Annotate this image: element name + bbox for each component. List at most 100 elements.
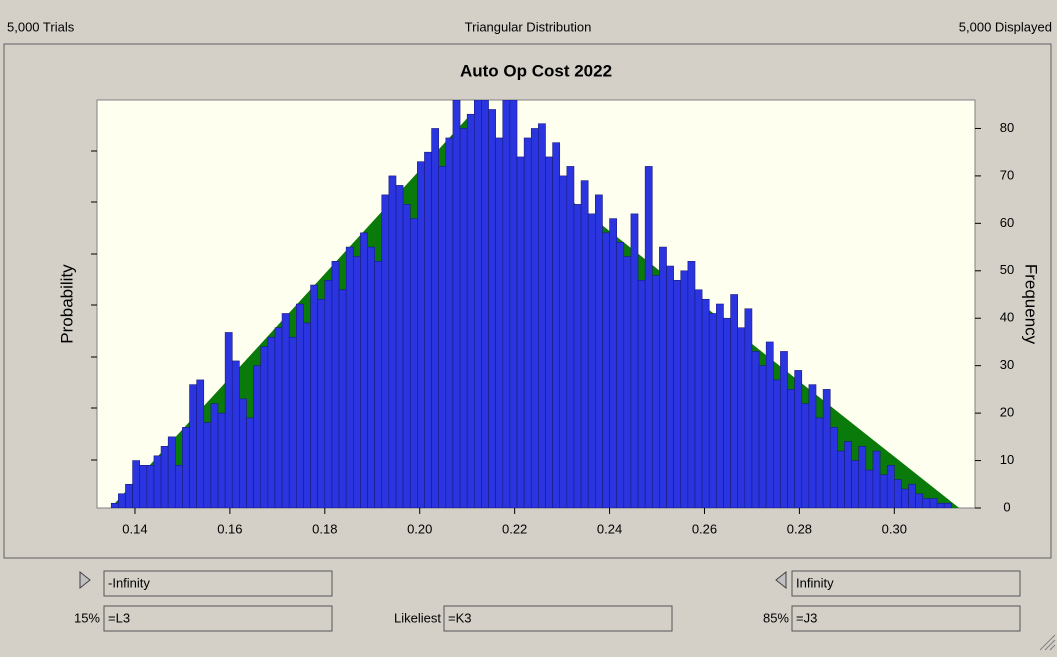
chart-title: Auto Op Cost 2022 — [460, 61, 612, 80]
y2-tick-label: 60 — [1000, 215, 1014, 230]
left-pct-field[interactable] — [103, 605, 333, 632]
bar — [495, 137, 504, 508]
bar — [474, 100, 482, 508]
bar — [651, 275, 660, 508]
resize-grip[interactable] — [1039, 634, 1056, 651]
bar — [744, 308, 753, 508]
bar — [132, 460, 141, 508]
y2-tick-label: 30 — [1000, 357, 1014, 372]
bar — [829, 427, 838, 508]
bar — [118, 493, 126, 508]
bar — [338, 289, 347, 508]
bar — [374, 261, 383, 508]
x-tick-label: 0.26 — [692, 521, 717, 536]
bar — [239, 398, 247, 508]
bar — [609, 218, 617, 508]
bar — [388, 175, 397, 508]
bar — [538, 123, 546, 508]
y2-tick-label: 40 — [1000, 310, 1014, 325]
bar — [716, 303, 724, 508]
bar — [908, 483, 916, 508]
left-bound-field[interactable] — [103, 570, 333, 597]
bar — [502, 100, 511, 508]
bar — [466, 113, 475, 508]
bar — [260, 346, 269, 508]
bar — [694, 289, 703, 508]
bar — [175, 465, 183, 508]
bar — [224, 332, 233, 508]
y2-tick-label: 10 — [1000, 452, 1014, 467]
left-pct-label: 15% — [74, 610, 100, 625]
plot — [110, 100, 960, 508]
bar — [566, 166, 575, 508]
bar — [459, 128, 468, 508]
bar — [402, 204, 411, 508]
likeliest-field[interactable] — [443, 605, 673, 632]
bar — [901, 488, 909, 508]
bar — [659, 246, 667, 508]
bar — [281, 313, 290, 508]
right-pct-label: 85% — [763, 610, 789, 625]
bar — [630, 213, 639, 508]
bar — [559, 175, 568, 508]
y2-tick-label: 80 — [1000, 120, 1014, 135]
bar — [509, 100, 518, 508]
bar — [616, 242, 625, 508]
bar — [765, 341, 774, 508]
bar — [637, 279, 646, 508]
bar — [125, 483, 133, 508]
bar — [701, 298, 710, 508]
bar — [523, 137, 532, 508]
bar — [182, 427, 190, 508]
right-arrow[interactable] — [775, 570, 787, 590]
right-bound-field[interactable] — [791, 570, 1021, 597]
left-pct-value: =L3 — [108, 610, 130, 625]
bar — [687, 261, 696, 508]
bar — [409, 218, 418, 508]
bar — [267, 336, 276, 508]
bar — [488, 109, 496, 508]
bar — [545, 156, 553, 508]
bar — [858, 446, 867, 508]
right-pct-value: =J3 — [796, 610, 817, 625]
x-tick-label: 0.22 — [502, 521, 527, 536]
y2-tick-label: 20 — [1000, 405, 1014, 420]
bar — [808, 384, 817, 508]
y-axis-label: Probability — [57, 264, 76, 344]
bar — [644, 166, 653, 508]
bar — [730, 294, 739, 508]
bar — [360, 232, 368, 508]
bar — [317, 298, 326, 508]
x-tick-label: 0.16 — [217, 521, 242, 536]
left-arrow[interactable] — [79, 570, 91, 590]
bar — [822, 389, 831, 508]
bar — [602, 232, 610, 508]
bar — [787, 389, 795, 508]
bar — [424, 151, 432, 508]
bar — [673, 279, 682, 508]
displayed-label: 5,000 Displayed — [959, 19, 1052, 34]
likeliest-value: =K3 — [448, 610, 472, 625]
likeliest-label: Likeliest — [394, 610, 441, 625]
x-tick-label: 0.20 — [407, 521, 432, 536]
bar — [324, 279, 333, 508]
bar — [666, 265, 674, 508]
bar — [395, 185, 404, 508]
y2-tick-label: 50 — [1000, 262, 1014, 277]
right-pct-field[interactable] — [791, 605, 1021, 632]
bar — [246, 417, 254, 508]
x-tick-label: 0.28 — [787, 521, 812, 536]
bar — [352, 256, 361, 508]
bar — [943, 502, 952, 508]
bar — [794, 370, 803, 508]
bar — [894, 479, 902, 508]
right-bound: Infinity — [796, 575, 834, 590]
bar — [203, 422, 212, 508]
bar — [723, 317, 731, 508]
left-bound: -Infinity — [108, 575, 150, 590]
bar — [623, 256, 632, 508]
bar — [274, 327, 283, 508]
y2-tick-label: 70 — [1000, 167, 1014, 182]
bar — [438, 166, 447, 508]
bar — [879, 474, 888, 508]
